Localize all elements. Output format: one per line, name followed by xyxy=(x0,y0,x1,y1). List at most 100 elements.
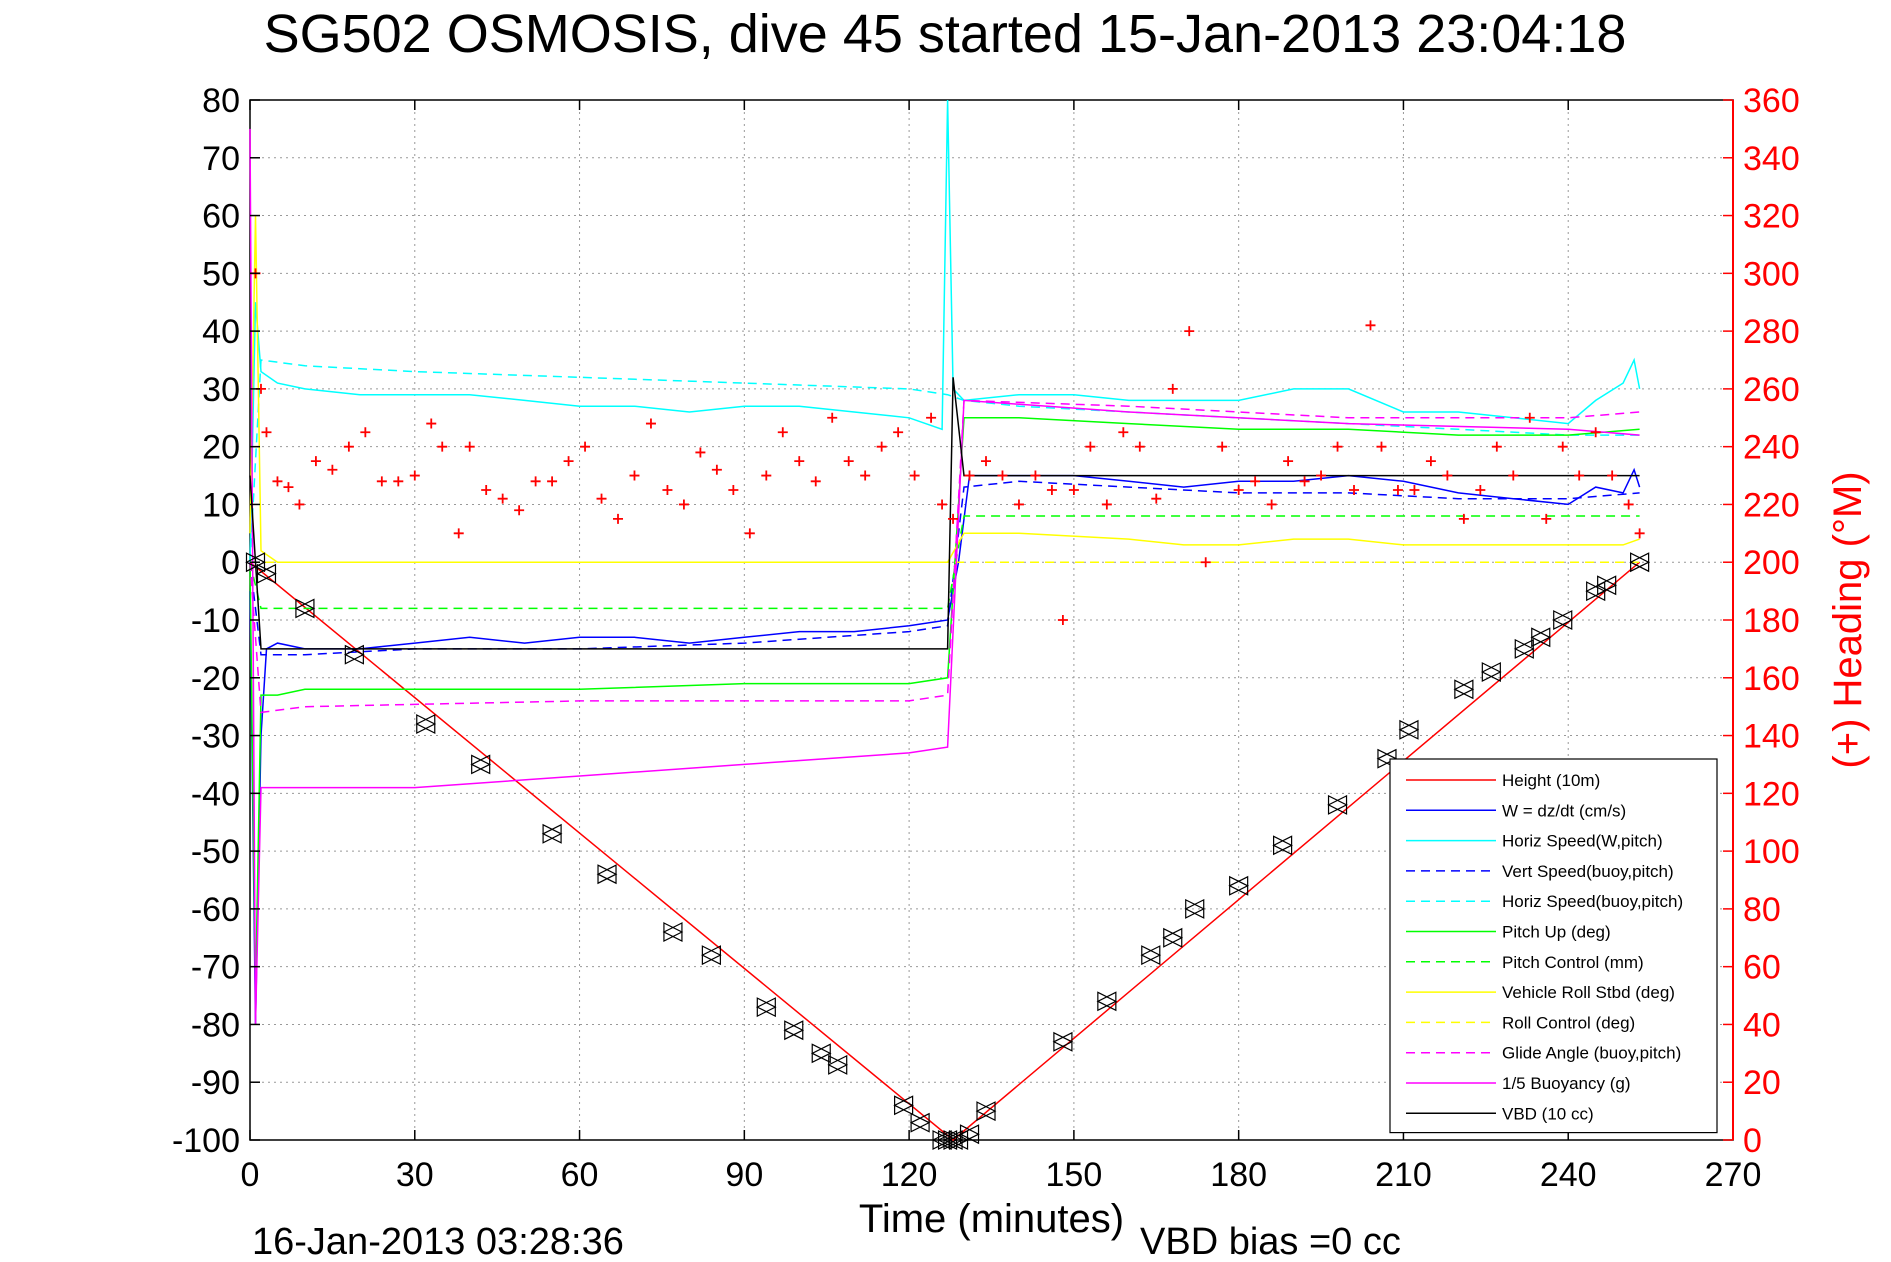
heading-point xyxy=(1392,485,1403,495)
height-marker xyxy=(245,552,266,573)
height-marker xyxy=(1596,575,1617,596)
heading-point xyxy=(1283,456,1294,467)
heading-point xyxy=(1151,493,1162,504)
heading-point xyxy=(1409,485,1420,495)
height-marker xyxy=(416,714,437,734)
legend-label: Vehicle Roll Stbd (deg) xyxy=(1502,983,1675,1002)
heading-point xyxy=(678,499,689,510)
height-marker xyxy=(1163,927,1184,948)
heading-point xyxy=(810,476,821,487)
height-marker xyxy=(1272,835,1293,856)
height-marker xyxy=(1530,627,1551,648)
heading-point xyxy=(547,476,558,487)
height-marker xyxy=(810,1043,831,1064)
heading-point xyxy=(1442,470,1453,481)
y-left-tick-label: -60 xyxy=(191,891,240,929)
heading-point xyxy=(711,464,722,475)
heading-point xyxy=(777,427,788,438)
heading-point xyxy=(1623,499,1634,510)
y-right-tick-label: 220 xyxy=(1743,486,1800,524)
heading-point xyxy=(1217,441,1228,452)
y-right-tick-label: 100 xyxy=(1743,833,1800,871)
series-line-1-5-buoyancy-g xyxy=(249,128,1640,1025)
heading-point xyxy=(948,513,959,524)
height-marker xyxy=(828,1054,849,1075)
height-marker xyxy=(542,823,563,844)
y-left-tick-label: 70 xyxy=(202,140,240,178)
legend-box xyxy=(1389,758,1718,1134)
legend-label: 1/5 Buoyancy (g) xyxy=(1502,1074,1631,1093)
ticks-layer: 0 30 60 90 120 150 180 210 240 270 80 70 60 50 40 30 20 1… xyxy=(172,82,1800,1194)
y-right-tick-label: 320 xyxy=(1743,198,1800,236)
heading-point xyxy=(453,528,464,539)
y-right-tick-label: 340 xyxy=(1743,140,1800,178)
heading-point xyxy=(1475,485,1486,495)
height-sample-markers xyxy=(245,552,1650,1150)
height-marker xyxy=(541,823,562,844)
x-tick-label: 120 xyxy=(881,1156,938,1194)
height-marker xyxy=(755,997,776,1018)
y-left-tick-label: 60 xyxy=(202,198,240,236)
height-marker xyxy=(701,945,722,966)
height-marker xyxy=(827,1054,848,1075)
y-left-tick-label: -30 xyxy=(191,718,240,756)
height-marker xyxy=(662,922,683,942)
heading-point xyxy=(1316,470,1327,481)
heading-point xyxy=(1508,470,1519,481)
heading-point xyxy=(261,427,272,438)
height-marker xyxy=(701,945,721,966)
series-line-horiz-speed-buoy-pitch xyxy=(249,359,1640,563)
height-marker xyxy=(910,1112,931,1133)
y-right-tick-label: 40 xyxy=(1743,1006,1781,1044)
heading-point xyxy=(343,441,354,452)
heading-point xyxy=(1557,441,1568,452)
heading-point xyxy=(1607,470,1618,481)
y-left-tick-label: -40 xyxy=(191,775,240,813)
y-left-tick-label: -70 xyxy=(191,949,240,987)
y-left-tick-label: 80 xyxy=(202,82,240,120)
height-marker xyxy=(1481,662,1502,682)
heading-point xyxy=(310,456,321,467)
chart-title: SG502 OSMOSIS, dive 45 started 15-Jan-20… xyxy=(264,4,1627,64)
right-axis-label: (+) Heading (°M) xyxy=(1826,471,1870,768)
height-marker xyxy=(470,754,491,775)
height-marker xyxy=(1480,662,1501,682)
y-right-tick-label: 60 xyxy=(1743,949,1781,987)
y-right-tick-label: 240 xyxy=(1743,429,1800,467)
y-left-tick-label: 0 xyxy=(221,544,240,582)
y-right-tick-label: 80 xyxy=(1743,891,1781,929)
x-tick-label: 0 xyxy=(241,1156,260,1194)
height-marker xyxy=(1185,898,1206,919)
legend-label: Vert Speed(buoy,pitch) xyxy=(1502,862,1674,881)
heading-point xyxy=(481,485,492,495)
height-marker xyxy=(1327,794,1348,815)
height-marker xyxy=(1629,552,1650,573)
heading-point xyxy=(662,485,673,495)
height-marker xyxy=(1141,945,1162,966)
height-marker xyxy=(909,1112,930,1133)
heading-point xyxy=(1634,528,1645,539)
y-right-tick-label: 260 xyxy=(1743,371,1800,409)
heading-point xyxy=(843,456,854,467)
y-right-tick-label: 200 xyxy=(1743,544,1800,582)
heading-point xyxy=(514,505,525,516)
legend-label: Horiz Speed(buoy,pitch) xyxy=(1502,892,1683,911)
x-tick-label: 30 xyxy=(396,1156,434,1194)
heading-point xyxy=(1349,485,1360,495)
heading-point xyxy=(1299,476,1310,487)
heading-point xyxy=(1167,383,1178,394)
y-right-tick-label: 20 xyxy=(1743,1064,1781,1102)
heading-point xyxy=(1365,320,1376,331)
height-marker xyxy=(1514,638,1535,659)
y-right-tick-label: 360 xyxy=(1743,82,1800,120)
x-tick-label: 60 xyxy=(561,1156,599,1194)
x-tick-label: 150 xyxy=(1046,1156,1103,1194)
height-marker xyxy=(1228,875,1249,896)
heading-point xyxy=(272,476,283,487)
legend-label: Roll Control (deg) xyxy=(1502,1013,1635,1032)
height-marker xyxy=(1399,719,1420,740)
height-marker xyxy=(1586,581,1607,602)
x-tick-label: 270 xyxy=(1705,1156,1762,1194)
heading-point xyxy=(1057,615,1068,625)
heading-point xyxy=(1250,476,1261,487)
